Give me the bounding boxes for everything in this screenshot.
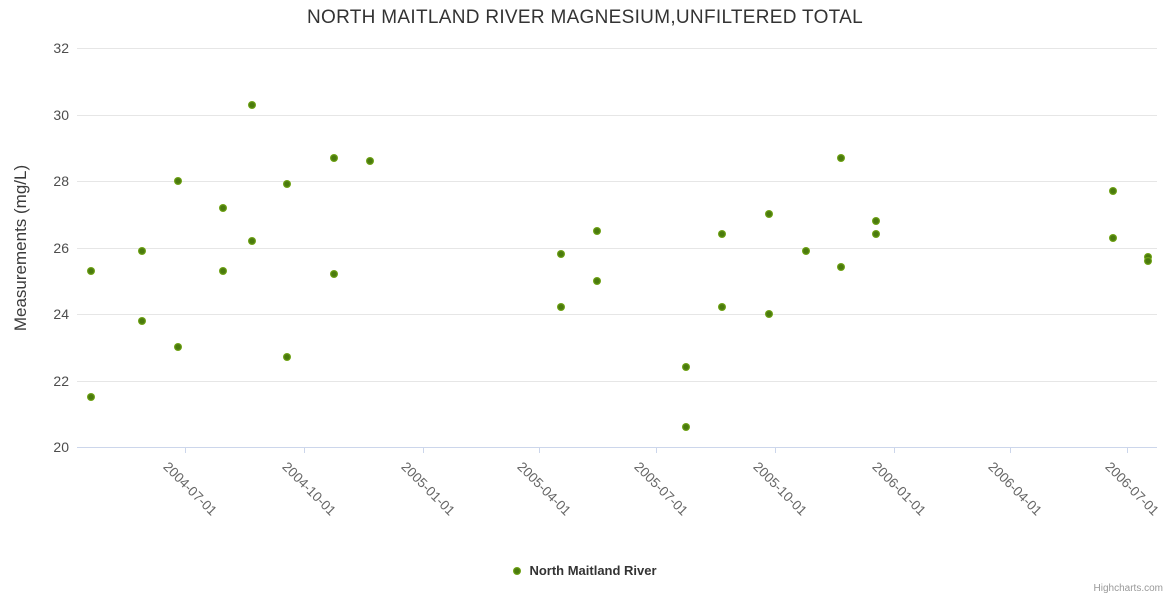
data-point[interactable] [836, 263, 845, 272]
data-point[interactable] [718, 303, 727, 312]
data-point[interactable] [1143, 256, 1152, 265]
data-point[interactable] [593, 226, 601, 235]
x-axis-tick-mark [1009, 447, 1011, 453]
x-axis-tick-mark [656, 447, 658, 453]
data-point[interactable] [764, 210, 773, 219]
y-axis-tick-label: 20 [53, 439, 69, 455]
y-gridline [77, 48, 1157, 49]
y-gridline [77, 114, 1157, 116]
x-axis-tick-mark [185, 447, 187, 453]
data-point[interactable] [718, 230, 727, 239]
data-point[interactable] [682, 423, 691, 432]
x-axis-tick-label: 2006-01-01 [869, 459, 929, 519]
data-point[interactable] [764, 310, 773, 318]
highcharts-credits-link[interactable]: Highcharts.com [1093, 583, 1163, 594]
y-axis-tick-label: 26 [53, 239, 69, 256]
x-axis-tick-mark [422, 447, 424, 453]
x-axis-tick-mark [775, 447, 777, 453]
data-point[interactable] [283, 353, 292, 362]
x-axis-tick-label: 2004-10-01 [279, 459, 339, 519]
y-axis-tick-label: 30 [53, 106, 69, 123]
data-point[interactable] [556, 250, 565, 259]
y-gridline [77, 247, 1157, 249]
data-point[interactable] [218, 203, 227, 212]
data-point[interactable] [173, 177, 182, 185]
data-point[interactable] [173, 343, 182, 352]
data-point[interactable] [1109, 233, 1118, 242]
chart-title: NORTH MAITLAND RIVER MAGNESIUM,UNFILTERE… [306, 7, 864, 28]
data-point[interactable] [802, 246, 811, 255]
y-axis-tick-label: 24 [53, 306, 69, 322]
legend-marker-icon [513, 566, 522, 575]
data-point[interactable] [329, 153, 338, 162]
x-axis-tick-label: 2005-04-01 [514, 459, 574, 519]
data-point[interactable] [1109, 186, 1118, 195]
data-point[interactable] [248, 100, 257, 109]
legend-series-label: North Maitland River [529, 563, 657, 578]
x-axis-tick-mark [1127, 447, 1129, 453]
data-point[interactable] [365, 157, 374, 166]
data-point[interactable] [137, 246, 146, 255]
data-point[interactable] [283, 180, 292, 189]
data-point[interactable] [329, 270, 338, 279]
data-point[interactable] [871, 216, 880, 225]
x-axis-tick-label: 2005-10-01 [750, 459, 810, 519]
data-point[interactable] [556, 303, 565, 312]
data-point[interactable] [871, 230, 880, 239]
y-gridline [77, 181, 1157, 182]
x-axis-tick-label: 2006-07-01 [1102, 459, 1163, 519]
y-axis-tick-label: 22 [53, 372, 69, 389]
data-point[interactable] [218, 266, 227, 275]
x-axis-tick-label: 2005-01-01 [398, 459, 458, 519]
data-point[interactable] [836, 153, 845, 162]
data-point[interactable] [137, 316, 146, 325]
x-axis-tick-label: 2004-07-01 [160, 459, 221, 519]
y-axis-tick-label: 32 [53, 40, 69, 56]
x-axis-tick-mark [538, 447, 540, 453]
x-axis-tick-mark [893, 447, 895, 453]
y-gridline [77, 380, 1157, 382]
x-axis-tick-label: 2005-07-01 [631, 459, 692, 519]
x-axis-line [77, 447, 1157, 448]
y-axis-tick-label: 28 [53, 173, 69, 189]
y-gridline [77, 314, 1157, 315]
data-point[interactable] [248, 236, 257, 245]
legend[interactable]: North Maitland River [0, 563, 1170, 578]
x-axis-tick-mark [304, 447, 306, 453]
data-point[interactable] [87, 266, 96, 275]
data-point[interactable] [87, 393, 96, 402]
x-axis-tick-label: 2006-04-01 [985, 459, 1045, 519]
data-point[interactable] [682, 363, 691, 372]
data-point[interactable] [593, 276, 601, 285]
